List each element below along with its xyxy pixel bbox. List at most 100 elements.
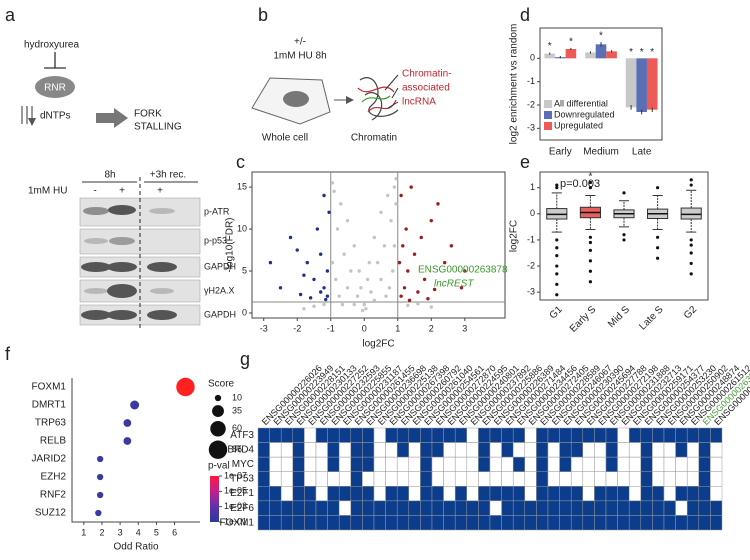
cell <box>338 427 352 443</box>
x-tick-label: -1 <box>327 323 335 333</box>
y-tick-label: EZH2 <box>40 472 66 483</box>
point <box>318 290 323 294</box>
x-tick-label: -3 <box>260 323 268 333</box>
cell <box>675 456 688 472</box>
cell <box>652 427 665 443</box>
cell <box>396 515 410 531</box>
y-tick-label: SUZ12 <box>35 508 67 519</box>
cell <box>710 471 723 487</box>
point <box>372 235 377 240</box>
cell <box>594 500 607 516</box>
band-label: p-ATR <box>204 206 230 216</box>
inhibition <box>44 52 66 69</box>
cell <box>675 471 688 487</box>
cell <box>594 456 607 472</box>
bar <box>606 51 617 59</box>
point <box>312 277 316 282</box>
cell <box>582 427 595 443</box>
cell <box>304 442 317 458</box>
cell <box>547 486 560 502</box>
cell <box>443 500 456 516</box>
cell <box>698 486 711 502</box>
y-tick-label: FOXM1 <box>32 382 67 393</box>
outlier <box>555 293 559 297</box>
cell <box>605 515 618 531</box>
outlier <box>555 264 559 268</box>
cell <box>454 471 468 487</box>
cell <box>338 471 352 487</box>
x-tick-label: 3 <box>462 323 467 333</box>
point <box>324 297 328 302</box>
cell <box>478 442 491 458</box>
cell <box>594 515 607 531</box>
cell <box>431 515 444 531</box>
point <box>362 302 366 307</box>
outlier <box>555 246 559 250</box>
cell <box>350 486 363 502</box>
cell <box>466 500 479 516</box>
cell <box>362 500 375 516</box>
y-tick-label: -1 <box>527 234 535 244</box>
cell <box>582 515 595 531</box>
cell <box>512 486 526 502</box>
cell <box>431 486 444 502</box>
point <box>412 252 417 256</box>
callout: Chromatin- <box>402 69 451 80</box>
point <box>335 227 340 231</box>
row-label: E2F1 <box>230 488 254 499</box>
cell <box>396 471 410 487</box>
cell <box>663 486 676 502</box>
cell <box>489 471 502 487</box>
point <box>367 260 371 265</box>
cell <box>524 500 537 516</box>
point <box>369 290 373 294</box>
outlier <box>656 186 660 190</box>
cell <box>489 427 502 443</box>
point <box>419 235 423 240</box>
point <box>340 302 345 307</box>
cell <box>292 442 305 458</box>
point <box>365 277 370 282</box>
y-tick-label: 1 <box>530 182 535 192</box>
outlier <box>555 186 559 190</box>
significance: * <box>650 47 654 58</box>
cell <box>280 456 294 472</box>
cell <box>686 442 700 458</box>
cell <box>420 442 433 458</box>
cell <box>547 500 560 516</box>
cell <box>605 442 618 458</box>
cell <box>292 427 305 443</box>
x-tick-label: 1 <box>81 527 86 537</box>
cell <box>327 486 340 502</box>
cell <box>570 427 584 443</box>
cell <box>605 427 618 443</box>
cell <box>385 515 398 531</box>
cell <box>559 515 572 531</box>
colorbar-label: 1e-07 <box>224 470 247 480</box>
cell <box>489 486 502 502</box>
cell <box>478 486 491 502</box>
cell <box>362 486 375 502</box>
cell <box>385 442 398 458</box>
bands <box>81 205 177 320</box>
cell <box>663 471 676 487</box>
significance: * <box>629 47 633 58</box>
bar <box>565 49 577 59</box>
cell <box>628 486 642 502</box>
cell <box>327 442 340 458</box>
point <box>322 286 326 290</box>
cell <box>536 500 549 516</box>
annotation: * <box>588 172 592 183</box>
panel-letter: e <box>520 152 530 172</box>
point <box>404 227 408 231</box>
point <box>325 269 330 273</box>
outlier <box>588 259 593 263</box>
cell <box>710 500 723 516</box>
cell <box>280 427 294 443</box>
point <box>392 244 397 248</box>
point <box>349 269 353 273</box>
cell <box>536 427 549 443</box>
point <box>406 303 410 308</box>
cell <box>338 500 352 516</box>
cell <box>304 515 317 531</box>
